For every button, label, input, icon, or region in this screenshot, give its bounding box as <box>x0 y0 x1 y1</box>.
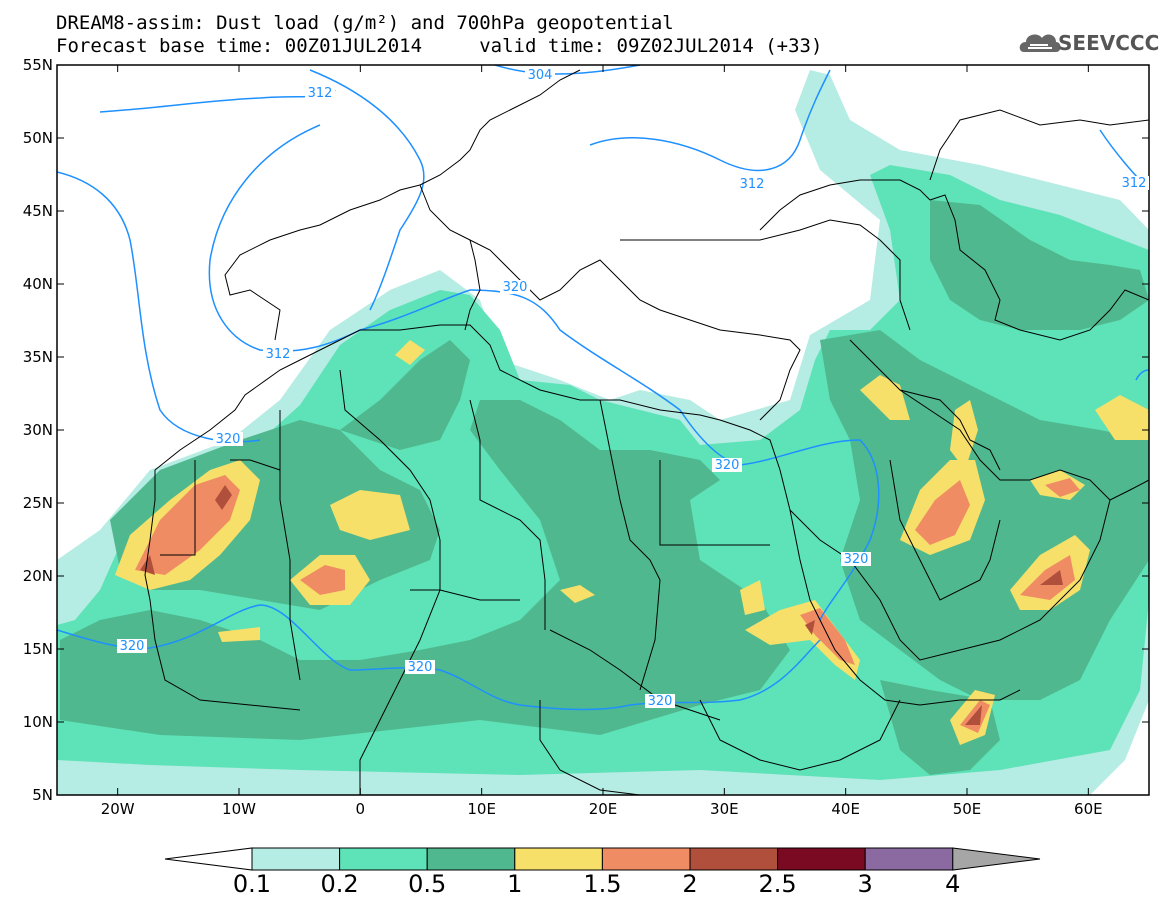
longitude-axis: 20W 10W 0 10E 20E 30E 40E 50E 60E <box>101 65 1103 818</box>
colorbar-level-label: 3 <box>858 870 873 898</box>
map-subtitle: Forecast base time: 00Z01JUL2014 valid t… <box>56 35 823 57</box>
contour-label: 312 <box>308 86 333 101</box>
contour-label-bg <box>263 347 293 361</box>
contour-label-bg <box>645 694 675 708</box>
contour-label: 320 <box>715 458 740 473</box>
lon-tick-label: 20E <box>589 800 618 818</box>
contour-label: 312 <box>266 347 291 362</box>
logo-text: SEEVCCC <box>1058 31 1160 55</box>
colorbar-segment <box>251 847 341 871</box>
dust-shade-1.5 <box>1045 478 1080 497</box>
contour-label: 312 <box>740 177 765 192</box>
colorbar-segment <box>777 847 866 871</box>
lon-tick-label: 50E <box>953 800 982 818</box>
dust-shade-1 <box>560 585 595 603</box>
dust-shade-1 <box>860 375 910 420</box>
contour-label-bg <box>712 458 742 472</box>
lat-tick-label: 55N <box>23 56 53 74</box>
dust-shade-1 <box>745 600 860 680</box>
contour-label-bg <box>737 177 767 191</box>
latitude-axis: 55N 50N 45N 40N 35N 30N 25N 20N 15N 10N 5N <box>23 56 1149 804</box>
lat-tick-label: 50N <box>23 129 53 147</box>
colorbar-segment <box>339 847 428 871</box>
lon-tick-label: 10W <box>222 800 256 818</box>
dust-shade-1 <box>740 580 765 615</box>
contour-label: 312 <box>1122 176 1147 191</box>
colorbar-level-label: 0.1 <box>233 870 271 898</box>
dust-shade-1 <box>395 340 425 365</box>
dust-shade-1.5 <box>300 565 345 595</box>
dust-shade-1.5 <box>915 480 970 545</box>
lat-tick-label: 30N <box>23 421 53 439</box>
colorbar-level-label: 2 <box>682 870 697 898</box>
contour-label: 320 <box>844 552 869 567</box>
colorbar-segment <box>426 847 516 871</box>
contour-label: 320 <box>503 280 528 295</box>
contour-label-bg <box>405 660 435 674</box>
contour-label-bg <box>117 639 147 653</box>
colorbar-level-label: 1.5 <box>583 870 621 898</box>
contour-label: 320 <box>408 660 433 675</box>
lat-tick-label: 25N <box>23 494 53 512</box>
dust-shade-0.5 <box>930 200 1149 330</box>
colorbar-under-triangle <box>164 847 253 871</box>
colorbar-level-label: 4 <box>945 870 960 898</box>
lon-tick-label: 40E <box>831 800 860 818</box>
lon-tick-label: 0 <box>356 800 366 818</box>
lat-tick-label: 20N <box>23 567 53 585</box>
contour-label-bg <box>500 280 530 294</box>
dust-shade-1 <box>218 627 260 642</box>
colorbar-segment <box>689 847 779 871</box>
colorbar-level-label: 0.5 <box>408 870 446 898</box>
contour-label: 320 <box>120 639 145 654</box>
lon-tick-label: 60E <box>1074 800 1103 818</box>
dust-shade-1 <box>1095 395 1149 440</box>
colorbar-segment <box>601 847 691 871</box>
colorbar-over-triangle <box>952 847 1041 871</box>
dust-shade-1.5 <box>135 475 240 575</box>
contour-label: 304 <box>528 68 553 83</box>
colorbar-segment <box>514 847 603 871</box>
dust-shade-1.5 <box>1020 555 1075 600</box>
colorbar-segment <box>864 847 954 871</box>
lat-tick-label: 35N <box>23 348 53 366</box>
dust-shade-0.5 <box>340 340 470 450</box>
contour-label-bg <box>841 552 871 566</box>
contour-labels: 304 312 312 312 312 320 320 320 320 320 320 320 <box>117 68 1149 709</box>
dust-shade-0.5 <box>820 330 1149 700</box>
lat-tick-label: 40N <box>23 275 53 293</box>
contour-label-bg <box>305 86 335 100</box>
dust-shade-0.5 <box>60 400 790 740</box>
colorbar-level-label: 0.2 <box>321 870 359 898</box>
contour-label: 320 <box>216 432 241 447</box>
contour-label-bg <box>213 432 243 446</box>
colorbar: 0.1 0.2 0.5 1 1.5 2 2.5 3 4 <box>164 847 1041 898</box>
dust-shade-1 <box>330 490 410 540</box>
lat-tick-label: 45N <box>23 202 53 220</box>
contour-label-bg <box>525 68 555 82</box>
map-title: DREAM8-assim: Dust load (g/m²) and 700hP… <box>56 12 674 34</box>
colorbar-level-label: 2.5 <box>759 870 797 898</box>
cloud-icon <box>1019 34 1061 52</box>
lat-tick-label: 15N <box>23 640 53 658</box>
lon-tick-label: 20W <box>101 800 135 818</box>
contour-label: 320 <box>648 694 673 709</box>
contour-label-bg <box>1119 176 1149 190</box>
lon-tick-label: 30E <box>710 800 739 818</box>
colorbar-level-label: 1 <box>507 870 522 898</box>
lon-tick-label: 10E <box>467 800 496 818</box>
dust-field <box>57 65 1149 795</box>
lat-tick-label: 10N <box>23 713 53 731</box>
lat-tick-label: 5N <box>32 786 53 804</box>
